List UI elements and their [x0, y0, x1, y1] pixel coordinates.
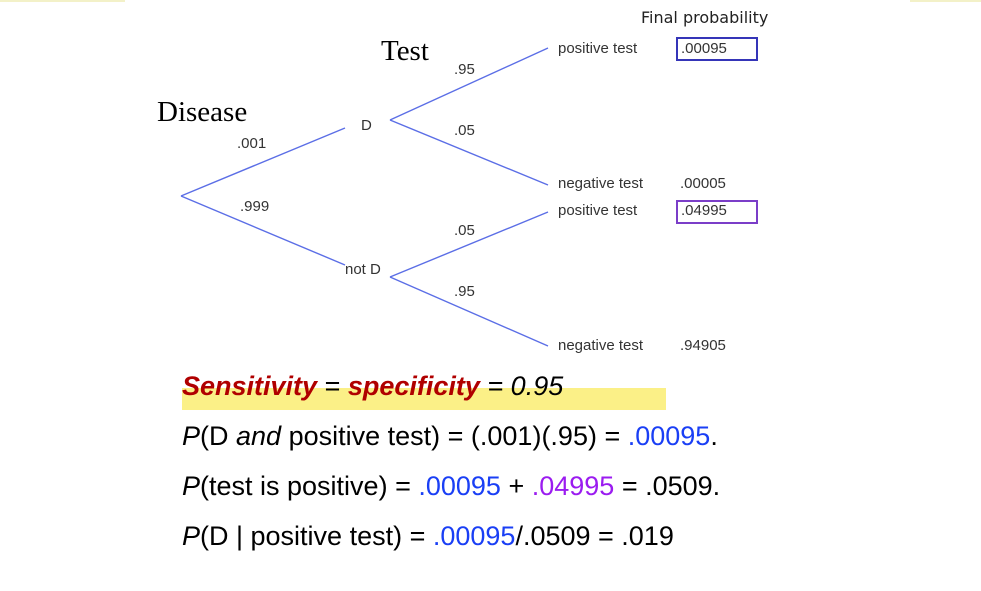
p-symbol: P [182, 471, 201, 501]
value-00095: .00095 [627, 421, 711, 451]
eq-text: + [500, 471, 532, 501]
p-symbol: P [182, 521, 201, 551]
and-word: and [236, 421, 282, 451]
value-04995: .04995 [531, 471, 615, 501]
branch-d-to-pos [389, 47, 549, 121]
outcome-prob: .94905 [680, 337, 726, 354]
outcome-prob: .00005 [680, 175, 726, 192]
corner-mark-left [0, 0, 125, 2]
node-d: D [361, 117, 372, 134]
value-00095: .00095 [432, 521, 516, 551]
test-header: Test [381, 35, 429, 67]
outcome-prob: .00095 [681, 40, 727, 57]
branch-notd-to-neg [389, 276, 549, 347]
branch-label-d-neg: .05 [454, 122, 475, 139]
branch-notd-to-pos [389, 211, 549, 278]
outcome-label: negative test [558, 337, 644, 354]
sensitivity-term: Sensitivity [182, 371, 318, 401]
node-not-d: not D [345, 261, 381, 278]
specificity-term: specificity [347, 371, 480, 401]
equation-posterior: P(D | positive test) = .00095/.0509 = .0… [182, 521, 674, 552]
outcome-label: positive test [558, 202, 638, 219]
p-symbol: P [182, 421, 201, 451]
outcome-prob: .04995 [681, 202, 727, 219]
eq-text: /.0509 = .019 [515, 521, 674, 551]
outcome-label: negative test [558, 175, 644, 192]
disease-header: Disease [157, 96, 248, 128]
equation-sensitivity: Sensitivity = specificity = 0.95 [182, 371, 563, 402]
eq-text: . [710, 421, 718, 451]
final-probability-header: Final probability [641, 8, 769, 27]
highlight-box-blue [676, 37, 758, 61]
equation-joint: P(D and positive test) = (.001)(.95) = .… [182, 421, 718, 452]
branch-label-notd-neg: .95 [454, 283, 475, 300]
value-00095: .00095 [418, 471, 501, 501]
equation-positive: P(test is positive) = .00095 + .04995 = … [182, 471, 720, 502]
eq-text: positive test) = (.001)(.95) = [281, 421, 628, 451]
branch-label-d-pos: .95 [454, 61, 475, 78]
branch-root-to-d [180, 127, 346, 197]
yellow-highlight [182, 388, 666, 410]
branch-label-d: .001 [237, 135, 267, 152]
value-095: = 0.95 [479, 371, 564, 401]
branch-root-to-notd [180, 195, 346, 266]
corner-mark-right [910, 0, 981, 2]
outcome-label: positive test [558, 40, 638, 57]
branch-d-to-neg [389, 119, 549, 186]
eq-text: (D | positive test) = [200, 521, 433, 551]
branch-label-notd-pos: .05 [454, 222, 475, 239]
eq-text: = .0509. [614, 471, 721, 501]
eq-text: (test is positive) = [200, 471, 419, 501]
highlight-box-purple [676, 200, 758, 224]
branch-label-notd: .999 [240, 198, 270, 215]
eq-sign: = [317, 371, 348, 401]
eq-text: (D [200, 421, 237, 451]
